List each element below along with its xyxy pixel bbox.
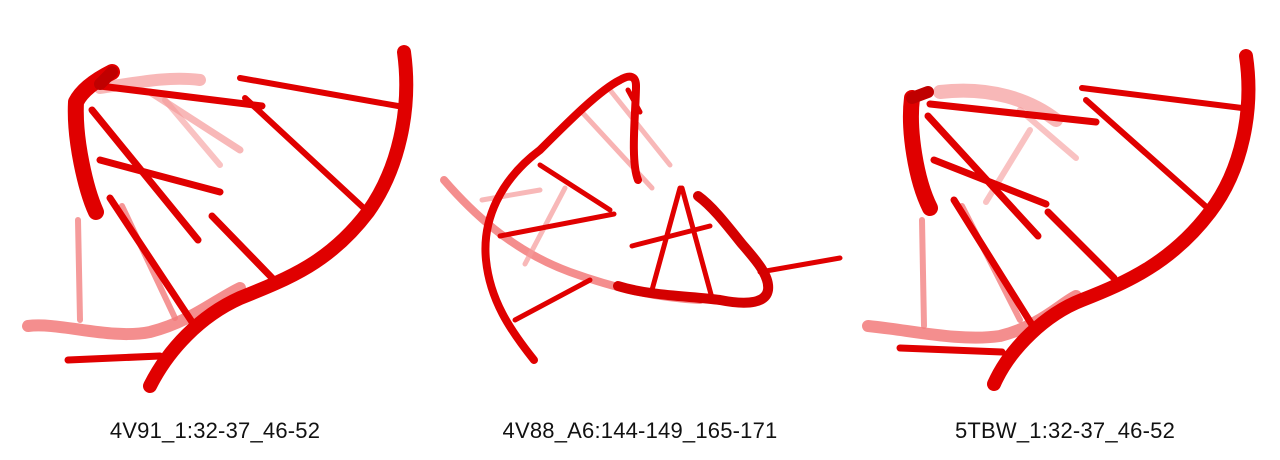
- structure-caption: 4V91_1:32-37_46-52: [109, 418, 321, 443]
- structure-caption: 4V88_A6:144-149_165-171: [502, 418, 778, 443]
- rna-structure-render-3: [862, 49, 1256, 391]
- structure-panel-2: 4V88_A6:144-149_165-171: [430, 0, 850, 460]
- structure-panel-3: 5TBW_1:32-37_46-52: [850, 0, 1280, 460]
- rna-structure-render-1: [22, 45, 414, 393]
- structure-caption: 5TBW_1:32-37_46-52: [954, 418, 1176, 443]
- rna-structure-render-2: [440, 72, 843, 364]
- structure-panel-1: 4V91_1:32-37_46-52: [0, 0, 430, 460]
